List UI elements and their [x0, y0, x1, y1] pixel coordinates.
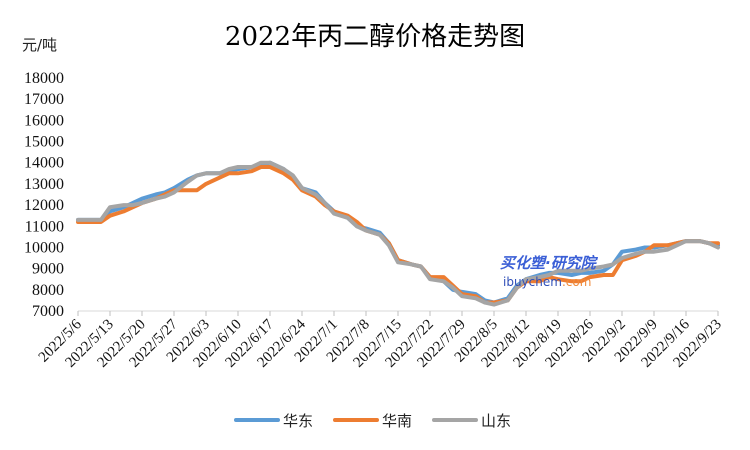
- y-tick-label: 15000: [24, 134, 64, 151]
- legend-label: 华南: [382, 412, 412, 430]
- y-tick-label: 13000: [24, 176, 64, 193]
- y-tick-label: 7000: [32, 303, 64, 320]
- y-tick-label: 11000: [25, 218, 64, 235]
- legend-label: 山东: [481, 412, 511, 430]
- y-tick-label: 14000: [24, 155, 64, 172]
- watermark: 买化塑·研究院 ibuychem.com: [500, 254, 599, 289]
- y-tick-label: 12000: [24, 197, 64, 214]
- y-tick-label: 16000: [24, 112, 64, 129]
- watermark-sub-part1: ibuychem: [503, 275, 562, 289]
- y-tick-label: 9000: [32, 261, 64, 278]
- y-axis: 7000 8000 9000 10000 11000 12000 13000 14000 150…: [24, 70, 64, 320]
- watermark-main: 买化塑·研究院: [500, 254, 599, 272]
- x-axis: 2022/5/62022/5/132022/5/202022/5/272022/…: [36, 310, 725, 371]
- series-line-2: [76, 160, 720, 307]
- unit-label: 元/吨: [22, 36, 57, 54]
- series-line-0: [76, 160, 720, 305]
- y-tick-label: 18000: [24, 70, 64, 87]
- legend: 华东 华南 山东: [234, 412, 511, 430]
- watermark-sub: ibuychem.com: [503, 275, 591, 289]
- watermark-sub-part2: .com: [562, 275, 591, 289]
- y-tick-label: 17000: [24, 91, 64, 108]
- y-tick-label: 10000: [24, 239, 64, 256]
- chart-title: 2022年丙二醇价格走势图: [225, 22, 525, 52]
- series-lines: [76, 160, 720, 307]
- legend-label: 华东: [283, 412, 313, 430]
- y-tick-label: 8000: [32, 282, 64, 299]
